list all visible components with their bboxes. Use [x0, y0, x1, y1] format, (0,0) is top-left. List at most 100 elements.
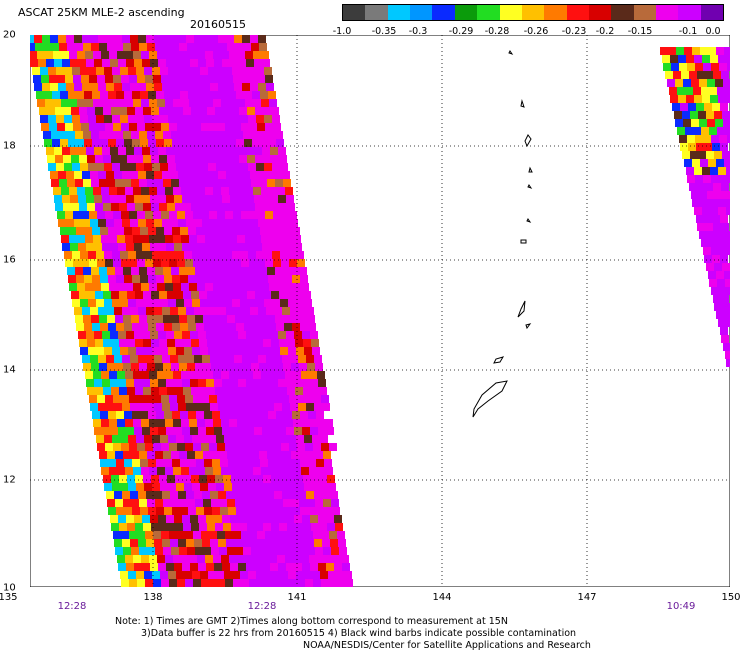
swath-cell [155, 363, 163, 371]
swath-cell [662, 55, 670, 63]
swath-cell [128, 67, 136, 75]
swath-cell [116, 459, 124, 467]
swath-cell [174, 331, 182, 339]
swath-cell [210, 307, 218, 315]
swath-cell [97, 259, 105, 267]
swath-cell [131, 363, 139, 371]
swath-cell [163, 43, 171, 51]
swath-cell [173, 371, 181, 379]
swath-cell [161, 259, 169, 267]
swath-cell [249, 123, 257, 131]
swath-cell [256, 163, 264, 171]
swath-cell [91, 315, 99, 323]
swath-cell [82, 35, 90, 43]
swath-cell [320, 483, 328, 491]
swath-cell [178, 307, 186, 315]
swath-cell [144, 483, 152, 491]
swath-cell [195, 43, 203, 51]
swath-cell [128, 435, 136, 443]
swath-cell [30, 59, 38, 67]
swath-cell [127, 155, 135, 163]
swath-cell [694, 167, 702, 175]
swath-cell [136, 163, 144, 171]
swath-cell [109, 99, 117, 107]
swath-cell [192, 115, 200, 123]
swath-cell [219, 547, 227, 555]
swath-cell [272, 483, 280, 491]
swath-cell [245, 283, 253, 291]
swath-cell [280, 163, 288, 171]
swath-cell [134, 331, 142, 339]
swath-cell [137, 75, 145, 83]
swath-cell [84, 275, 92, 283]
swath-cell [245, 235, 253, 243]
swath-cell [269, 235, 277, 243]
swath-cell [283, 499, 291, 507]
swath-cell [106, 171, 114, 179]
swath-cell [173, 555, 181, 563]
swath-cell [278, 243, 286, 251]
swath-cell [100, 459, 108, 467]
swath-cell [143, 387, 151, 395]
swath-cell [307, 451, 315, 459]
swath-cell [249, 211, 257, 219]
swath-cell [168, 571, 176, 579]
swath-cell [97, 395, 105, 403]
swath-cell [218, 539, 226, 547]
swath-cell [697, 183, 705, 191]
swath-cell [719, 287, 727, 295]
colorbar-swatch [432, 5, 455, 20]
swath-cell [295, 475, 303, 483]
swath-cell [328, 483, 336, 491]
swath-cell [314, 491, 322, 499]
swath-cell [89, 75, 97, 83]
swath-cell [102, 427, 110, 435]
swath-cell [243, 131, 251, 139]
swath-cell [48, 67, 56, 75]
swath-cell [122, 171, 130, 179]
swath-cell [173, 467, 181, 475]
swath-cell [138, 219, 146, 227]
swath-cell [260, 459, 268, 467]
swath-cell [173, 51, 181, 59]
swath-cell [265, 531, 273, 539]
swath-cell [160, 435, 168, 443]
swath-cell [119, 523, 127, 531]
swath-cell [243, 499, 251, 507]
swath-cell [288, 435, 296, 443]
swath-cell [231, 107, 239, 115]
swath-cell [299, 363, 307, 371]
swath-cell [228, 139, 236, 147]
swath-cell [682, 151, 690, 159]
swath-cell [160, 483, 168, 491]
swath-cell [120, 67, 128, 75]
swath-cell [186, 219, 194, 227]
swath-cell [79, 291, 87, 299]
swath-cell [298, 355, 306, 363]
swath-cell [152, 435, 160, 443]
swath-cell [202, 491, 210, 499]
swath-cell [226, 403, 234, 411]
swath-cell [262, 563, 270, 571]
swath-cell [255, 155, 263, 163]
swath-cell [722, 111, 730, 119]
swath-cell [175, 475, 183, 483]
swath-cell [151, 203, 159, 211]
swath-cell [274, 355, 282, 363]
swath-cell [111, 475, 119, 483]
swath-cell [268, 411, 276, 419]
swath-cell [56, 67, 64, 75]
swath-cell [315, 499, 323, 507]
swath-cell [117, 187, 125, 195]
swath-cell [158, 195, 166, 203]
swath-cell [123, 179, 131, 187]
swath-cell [152, 347, 160, 355]
swath-cell [141, 555, 149, 563]
swath-cell [237, 99, 245, 107]
swath-cell [212, 459, 220, 467]
swath-cell [101, 99, 109, 107]
swath-cell [161, 395, 169, 403]
swath-cell [135, 107, 143, 115]
swath-cell [256, 299, 264, 307]
swath-cell [235, 131, 243, 139]
